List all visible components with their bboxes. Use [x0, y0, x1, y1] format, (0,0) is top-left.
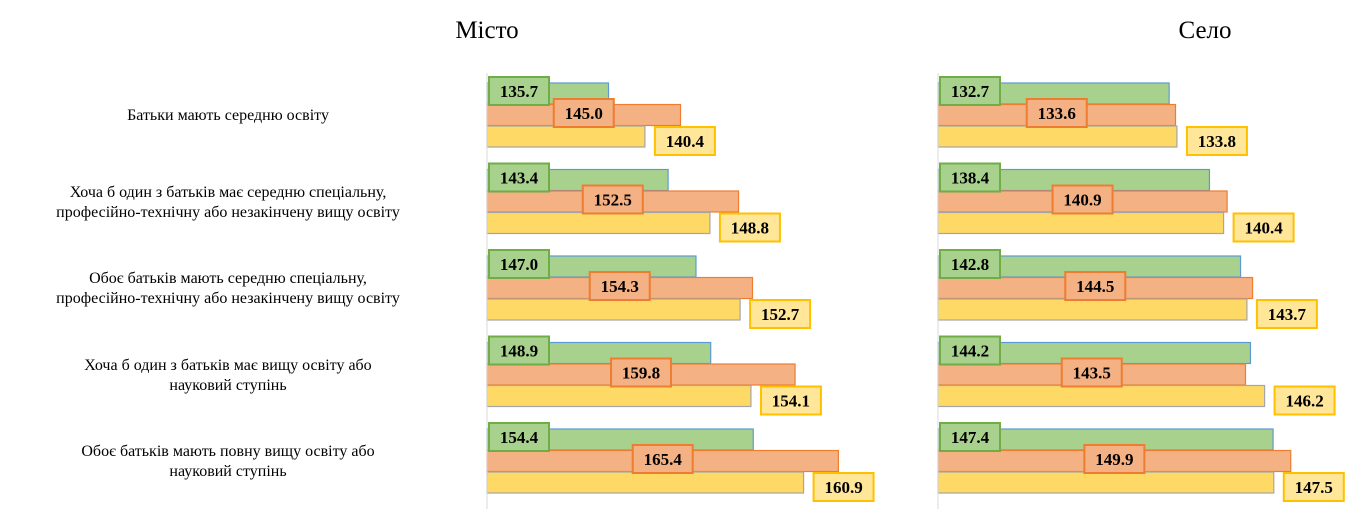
- data-label: 154.4: [500, 428, 539, 447]
- bar: [937, 298, 1248, 321]
- label-box: [1282, 472, 1345, 502]
- category-label: Хоча б один з батьків має середню спеціа…: [56, 183, 400, 221]
- label-box: [581, 184, 644, 215]
- data-label: 147.5: [1295, 478, 1333, 497]
- data-label: 152.7: [761, 305, 800, 324]
- bar: [486, 384, 752, 408]
- label-box: [1060, 357, 1123, 388]
- label-box: [1232, 212, 1295, 243]
- label-box: [610, 357, 673, 388]
- label-box: [939, 335, 1001, 366]
- bar: [937, 211, 1225, 235]
- label-box: [653, 126, 716, 156]
- label-box: [939, 162, 1001, 193]
- label-box: [1273, 385, 1336, 416]
- bar: [486, 211, 711, 235]
- data-label: 133.6: [1038, 104, 1076, 123]
- bar: [486, 471, 805, 494]
- data-label: 140.4: [1244, 219, 1283, 238]
- data-label: 144.5: [1076, 277, 1114, 296]
- label-box: [488, 335, 550, 366]
- label-box: [1064, 271, 1127, 301]
- data-label: 135.7: [500, 82, 539, 101]
- chart-title: Місто: [455, 17, 518, 44]
- label-box: [939, 422, 1001, 452]
- data-label: 154.3: [601, 277, 639, 296]
- data-label: 147.0: [500, 255, 538, 274]
- label-box: [718, 212, 781, 243]
- category-label: Хоча б один з батьків має вищу освіту аб…: [84, 356, 372, 394]
- category-label: Обоє батьків мають середню спеціальну, п…: [56, 270, 400, 307]
- data-label: 143.7: [1268, 305, 1307, 324]
- bar: [486, 298, 741, 321]
- data-label: 146.2: [1285, 392, 1323, 411]
- label-box: [1255, 299, 1318, 329]
- data-label: 145.0: [565, 104, 603, 123]
- data-label: 142.8: [951, 255, 989, 274]
- data-label: 148.9: [500, 342, 538, 361]
- label-box: [552, 98, 615, 128]
- label-box: [1083, 444, 1146, 474]
- data-label: 132.7: [951, 82, 990, 101]
- data-label: 149.9: [1095, 450, 1133, 469]
- data-label: 159.8: [622, 364, 660, 383]
- data-label: 140.4: [666, 132, 705, 151]
- label-box: [631, 444, 694, 474]
- data-label: 140.9: [1063, 191, 1101, 210]
- bar: [937, 125, 1178, 148]
- chart-title: Село: [1178, 17, 1231, 44]
- label-box: [939, 249, 1001, 279]
- label-box: [1185, 126, 1248, 156]
- bar: [937, 471, 1275, 494]
- data-label: 152.5: [594, 191, 632, 210]
- label-box: [488, 162, 550, 193]
- label-box: [488, 76, 550, 106]
- data-label: 138.4: [951, 169, 990, 188]
- category-label: Батьки мають середню освіту: [127, 107, 329, 124]
- data-label: 143.4: [500, 169, 539, 188]
- label-box: [759, 385, 822, 416]
- bar: [937, 384, 1266, 408]
- category-label: Обоє батьків мають повну вищу освіту або…: [81, 443, 375, 480]
- label-box: [812, 472, 875, 502]
- data-label: 144.2: [951, 342, 989, 361]
- data-label: 160.9: [824, 478, 862, 497]
- label-box: [749, 299, 812, 329]
- label-box: [1051, 184, 1114, 215]
- bar: [486, 125, 646, 148]
- data-label: 154.1: [772, 392, 810, 411]
- label-box: [588, 271, 651, 301]
- data-label: 148.8: [731, 219, 769, 238]
- label-box: [939, 76, 1001, 106]
- label-box: [1025, 98, 1088, 128]
- label-box: [488, 249, 550, 279]
- data-label: 147.4: [951, 428, 990, 447]
- data-label: 165.4: [644, 450, 683, 469]
- data-label: 133.8: [1198, 132, 1236, 151]
- label-box: [488, 422, 550, 452]
- data-label: 143.5: [1073, 364, 1111, 383]
